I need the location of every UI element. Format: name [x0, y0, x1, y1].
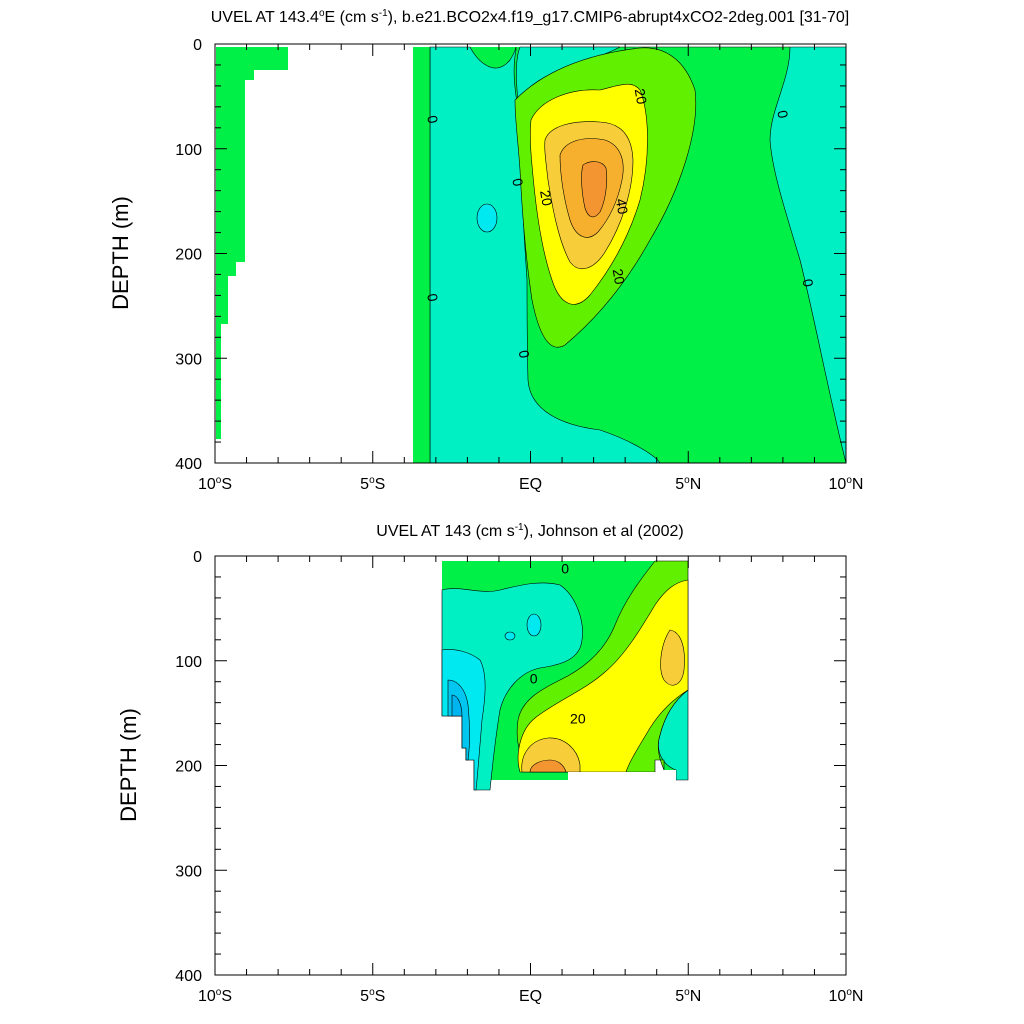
y-tick-label: 200 — [175, 759, 202, 776]
panel-2-ylabel: DEPTH (m) — [116, 708, 141, 822]
panel-2-contour-fill: 0 0 20 — [441, 561, 689, 791]
euc-core — [581, 161, 608, 218]
contour-label: 0 — [561, 561, 569, 577]
contour-label: 0 — [516, 349, 533, 360]
panel-2-title: UVEL AT 143 (cm s-1), Johnson et al (200… — [376, 522, 683, 540]
x-tick-label: 5oS — [360, 475, 385, 493]
contour-label: 20 — [537, 189, 555, 207]
y-tick-label: 300 — [175, 351, 202, 368]
obs-euc-core — [529, 759, 567, 773]
contour-label: 0 — [424, 292, 441, 303]
western-strip — [216, 47, 288, 439]
panel-1: UVEL AT 143.4oE (cm s-1), b.e21.BCO2x4.f… — [108, 8, 863, 493]
obs-euc-20 — [517, 579, 689, 773]
obs-data-gap — [568, 772, 655, 782]
y-tick-label: 0 — [193, 37, 202, 54]
obs-small-cell — [526, 613, 542, 637]
y-tick-label: 300 — [175, 863, 202, 880]
boundary-edge — [413, 47, 430, 463]
south-cell-core — [476, 203, 498, 233]
obs-small-cell-2 — [504, 631, 516, 641]
panel-1-contour-labels: 20 0 0 0 20 40 20 0 0 0 — [424, 87, 817, 359]
panel-1-contour-fill: 20 0 0 0 20 40 20 0 0 0 — [216, 46, 846, 463]
x-tick-label: 5oS — [360, 987, 385, 1005]
y-tick-label: 100 — [175, 142, 202, 159]
contour-label: 0 — [800, 278, 817, 289]
panel-2: UVEL AT 143 (cm s-1), Johnson et al (200… — [116, 522, 863, 1005]
obs-data-gap-2 — [664, 770, 676, 782]
x-tick-label: 5oN — [675, 987, 701, 1005]
panel-2-x-axis: 10oS 5oS EQ 5oN 10oN — [198, 556, 863, 1005]
x-tick-label: 10oN — [829, 475, 864, 493]
x-tick-label: EQ — [519, 476, 542, 493]
y-tick-label: 0 — [193, 549, 202, 566]
panel-2-contour-labels: 0 0 20 — [530, 561, 586, 727]
contour-label: 0 — [530, 671, 538, 687]
panel-1-x-axis: 10oS 5oS EQ 5oN 10oN — [198, 44, 863, 493]
contour-label: 20 — [570, 710, 586, 726]
panel-1-ylabel: DEPTH (m) — [108, 196, 133, 310]
x-tick-label: 10oS — [198, 987, 232, 1005]
x-tick-label: 5oN — [675, 475, 701, 493]
y-tick-label: 400 — [175, 968, 202, 985]
obs-north-core — [660, 629, 685, 686]
y-tick-label: 400 — [175, 456, 202, 473]
contour-label: 20 — [632, 87, 650, 105]
contour-label: 0 — [509, 177, 526, 188]
y-tick-label: 200 — [175, 247, 202, 264]
north-westward-cell — [560, 46, 846, 463]
panel-1-title: UVEL AT 143.4oE (cm s-1), b.e21.BCO2x4.f… — [211, 8, 850, 26]
obs-deep-westward-2 — [451, 694, 463, 717]
contour-label: 40 — [613, 197, 631, 215]
x-tick-label: 10oS — [198, 475, 232, 493]
x-tick-label: EQ — [519, 988, 542, 1005]
contour-label: 0 — [774, 109, 791, 120]
y-tick-label: 100 — [175, 654, 202, 671]
contour-label: 0 — [424, 114, 441, 125]
contour-label: 20 — [610, 267, 628, 285]
x-tick-label: 10oN — [829, 987, 864, 1005]
